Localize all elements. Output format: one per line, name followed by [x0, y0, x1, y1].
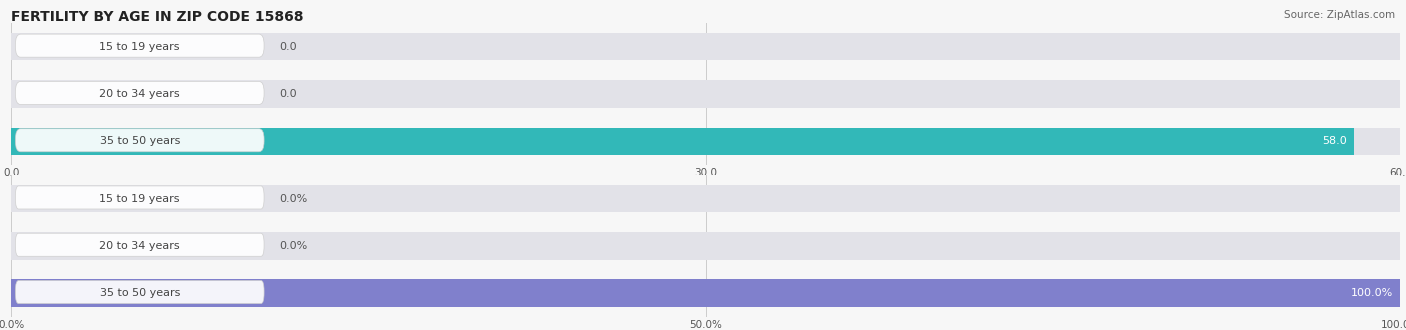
FancyBboxPatch shape — [15, 82, 264, 105]
Bar — [11, 128, 1354, 155]
Text: FERTILITY BY AGE IN ZIP CODE 15868: FERTILITY BY AGE IN ZIP CODE 15868 — [11, 10, 304, 24]
Text: 15 to 19 years: 15 to 19 years — [100, 42, 180, 52]
Text: 35 to 50 years: 35 to 50 years — [100, 136, 180, 146]
Text: Source: ZipAtlas.com: Source: ZipAtlas.com — [1284, 10, 1395, 20]
Text: 20 to 34 years: 20 to 34 years — [100, 89, 180, 99]
Bar — [11, 128, 1400, 155]
FancyBboxPatch shape — [15, 129, 264, 152]
Bar — [11, 33, 1400, 60]
FancyBboxPatch shape — [15, 186, 264, 209]
Bar — [11, 280, 1400, 307]
Text: 0.0%: 0.0% — [280, 241, 308, 251]
Bar — [11, 280, 1400, 307]
Text: 0.0%: 0.0% — [280, 194, 308, 204]
FancyBboxPatch shape — [15, 233, 264, 256]
Bar — [11, 232, 1400, 260]
Text: 0.0: 0.0 — [280, 42, 297, 52]
FancyBboxPatch shape — [15, 34, 264, 57]
Text: 20 to 34 years: 20 to 34 years — [100, 241, 180, 251]
Text: 58.0: 58.0 — [1323, 136, 1347, 146]
Bar — [11, 185, 1400, 212]
Text: 35 to 50 years: 35 to 50 years — [100, 288, 180, 298]
Bar — [11, 80, 1400, 108]
Text: 100.0%: 100.0% — [1351, 288, 1393, 298]
FancyBboxPatch shape — [15, 280, 264, 304]
Text: 15 to 19 years: 15 to 19 years — [100, 194, 180, 204]
Text: 0.0: 0.0 — [280, 89, 297, 99]
